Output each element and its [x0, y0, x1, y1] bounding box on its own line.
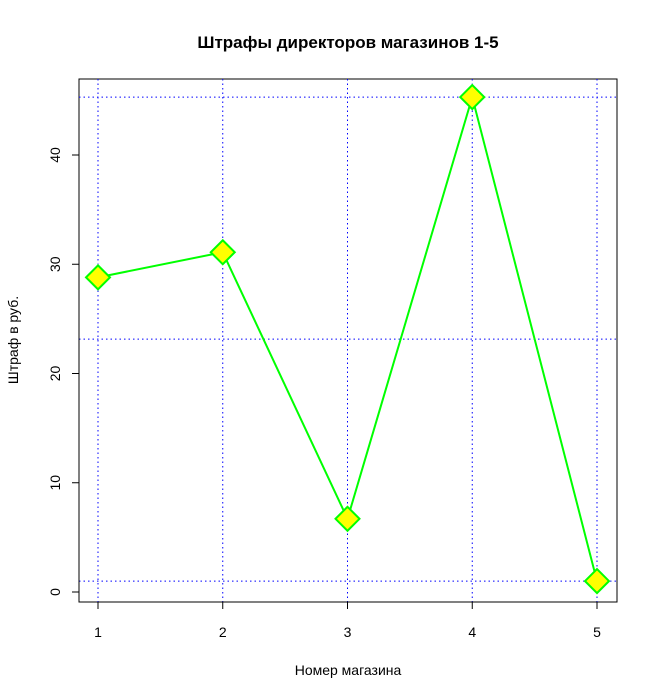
- y-tick-label-30: 30: [47, 256, 63, 272]
- chart-title: Штрафы директоров магазинов 1-5: [197, 33, 498, 52]
- x-tick-label-1: 1: [94, 624, 102, 640]
- data-series: [84, 83, 611, 595]
- data-point-4: [458, 83, 486, 111]
- x-tick-label-4: 4: [468, 624, 476, 640]
- data-point-2: [209, 238, 237, 266]
- axes: 1 2 3 4 5 0 10 20 30 40: [47, 147, 601, 640]
- y-tick-label-20: 20: [47, 366, 63, 382]
- grid-lines: [79, 79, 617, 602]
- x-tick-label-5: 5: [593, 624, 601, 640]
- data-point-1: [84, 263, 112, 291]
- x-tick-label-3: 3: [344, 624, 352, 640]
- data-point-5: [583, 567, 611, 595]
- x-axis-label: Номер магазина: [295, 662, 402, 678]
- y-tick-label-40: 40: [47, 147, 63, 163]
- x-tick-label-2: 2: [219, 624, 227, 640]
- y-tick-label-10: 10: [47, 475, 63, 491]
- data-point-3: [334, 505, 361, 533]
- y-tick-label-0: 0: [47, 588, 63, 596]
- y-axis-label: Штраф в руб.: [5, 296, 21, 384]
